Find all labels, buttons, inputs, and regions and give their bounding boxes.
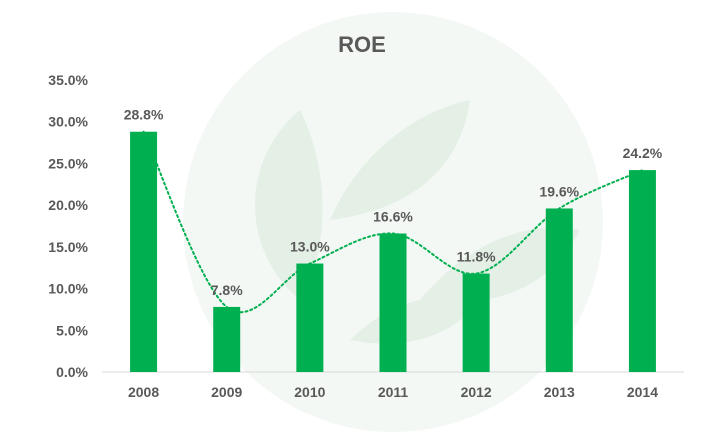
x-tick-label: 2013 [544,384,575,400]
watermark-leaf [330,100,470,220]
leaf-watermark-logo [183,12,603,432]
y-tick-label: 0.0% [56,364,88,380]
trendline [142,130,644,314]
bar-2008 [130,131,158,372]
x-tick-label: 2008 [128,384,159,400]
y-tick-label: 35.0% [48,72,88,88]
data-labels: 28.8% 7.8% 13.0% 16.6% 11.8% 19.6% 24.2% [124,107,663,298]
data-label-2011: 16.6% [373,209,413,225]
data-label-2013: 19.6% [539,183,579,199]
x-tick-label: 2012 [461,384,492,400]
data-label-2012: 11.8% [457,249,496,265]
bar-2010 [296,263,324,372]
watermark-circle [183,12,603,432]
y-tick-label: 20.0% [48,197,88,213]
y-tick-label: 5.0% [56,322,88,338]
bars [130,131,656,372]
y-tick-label: 30.0% [48,114,88,130]
x-axis: 2008 2009 2010 2011 2012 2013 2014 [102,371,684,400]
bar-2009 [213,306,241,372]
y-tick-label: 10.0% [48,281,88,297]
x-tick-label: 2010 [294,384,325,400]
watermark-leaf [255,110,323,300]
y-tick-label: 15.0% [48,239,88,255]
bar-2011 [379,233,407,372]
data-label-2009: 7.8% [211,282,243,298]
bar-2014 [628,170,656,372]
data-label-2010: 13.0% [290,239,330,255]
watermark-leaf [420,227,580,303]
data-label-2008: 28.8% [124,107,164,123]
bar-2013 [545,208,573,372]
bar-2012 [462,273,490,372]
x-tick-label: 2011 [378,384,409,400]
x-tick-label: 2009 [211,384,242,400]
x-tick-label: 2014 [627,384,658,400]
y-axis: 0.0% 5.0% 10.0% 15.0% 20.0% 25.0% 30.0% 35.0% [48,72,88,380]
data-label-2014: 24.2% [623,145,663,161]
chart-title: ROE [338,32,386,57]
y-tick-label: 25.0% [48,155,88,171]
